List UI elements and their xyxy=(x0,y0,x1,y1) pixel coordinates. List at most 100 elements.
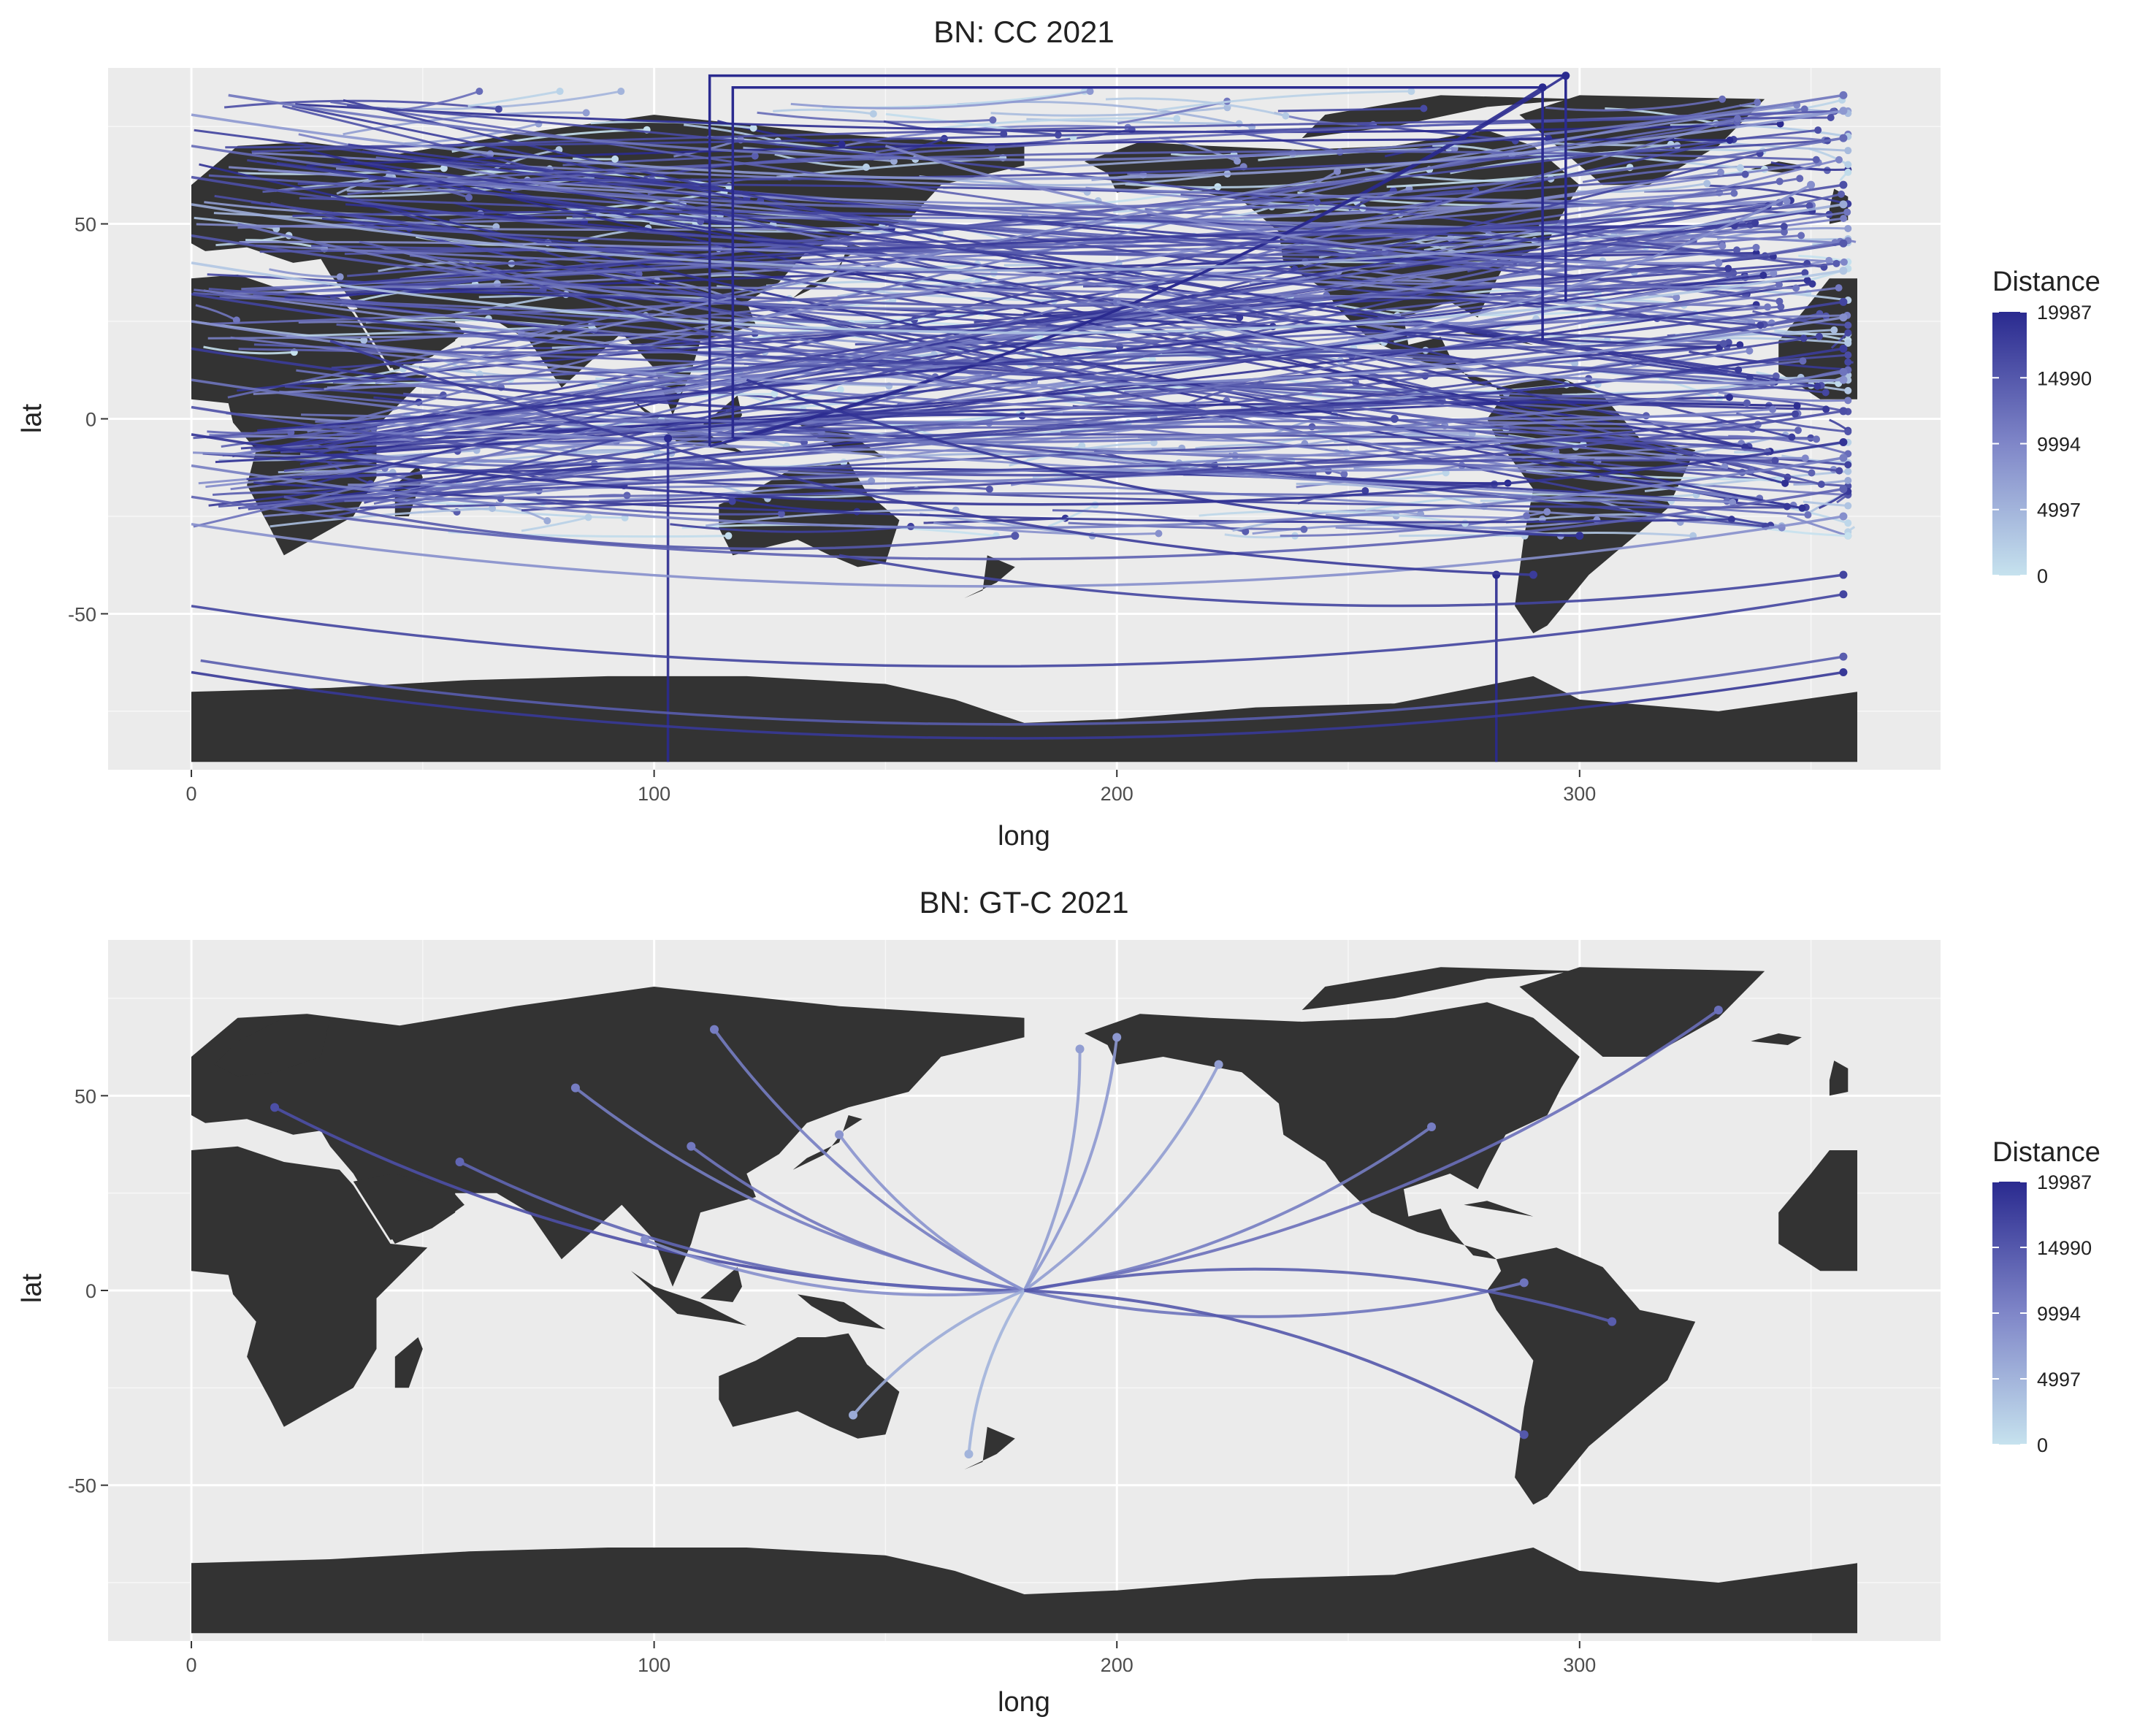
flow-line xyxy=(754,325,1050,340)
gtc-x-axis-title: long xyxy=(998,1687,1050,1718)
flow-line xyxy=(1157,90,1412,112)
gtc-legend: Distance 19987 14990 9994 4997 0 xyxy=(1992,1137,2100,1456)
x-tick-label: 300 xyxy=(1563,1654,1596,1676)
flow-arrowhead xyxy=(360,336,368,344)
flow-arrowhead xyxy=(1814,126,1822,134)
flow-line xyxy=(344,492,1727,502)
flow-arrowhead xyxy=(1801,454,1809,462)
flow-line xyxy=(1786,514,1849,538)
flow-line xyxy=(884,145,1719,265)
flow-arrowhead xyxy=(1839,239,1848,248)
flow-line xyxy=(191,405,1844,477)
land-shape xyxy=(964,555,1015,599)
flow-line xyxy=(191,137,1844,210)
flow-line xyxy=(1034,460,1284,483)
flow-arrowhead xyxy=(1756,321,1765,329)
land-shape xyxy=(191,1146,428,1427)
flow-line xyxy=(1803,500,1849,507)
flow-line xyxy=(684,123,779,142)
flow-line xyxy=(1024,1281,1525,1318)
flow-arrowhead xyxy=(1839,407,1848,416)
flow-arrowhead xyxy=(1839,570,1848,579)
flow-arrowhead xyxy=(1078,442,1086,450)
land-shape xyxy=(394,1337,423,1388)
flow-line xyxy=(1296,464,1462,489)
cc-x-axis: 0 100 200 300 xyxy=(186,770,1596,805)
flow-arrowhead xyxy=(1726,136,1734,144)
flow-line xyxy=(191,370,1844,444)
flow-arrowhead xyxy=(1754,99,1762,107)
flow-arrowhead xyxy=(1361,487,1369,495)
flow-arrowhead xyxy=(1771,456,1779,464)
flow-line xyxy=(283,495,1015,551)
flow-line xyxy=(191,292,1844,366)
cc-y-axis-title: lat xyxy=(17,403,47,433)
flow-arrowhead xyxy=(1839,454,1848,462)
legend-break-label: 9994 xyxy=(2037,1303,2081,1325)
flow-arrowhead xyxy=(1783,502,1791,510)
flow-arrowhead xyxy=(336,273,344,281)
flow-arrowhead xyxy=(1234,157,1242,165)
flow-line xyxy=(1280,514,1527,538)
flow-arrowhead xyxy=(1844,428,1852,436)
flow-arrowhead xyxy=(1519,1278,1529,1288)
flow-line xyxy=(253,343,1747,405)
flow-line xyxy=(226,412,1733,504)
flow-arrowhead xyxy=(985,485,993,493)
flow-arrowhead xyxy=(1719,242,1727,250)
flow-arrowhead xyxy=(751,152,759,160)
flow-arrowhead xyxy=(1825,256,1833,264)
flow-line xyxy=(191,670,1844,740)
flow-arrowhead xyxy=(1844,358,1852,366)
flow-line xyxy=(375,104,1797,385)
flow-arrowhead xyxy=(1724,264,1732,272)
flow-line xyxy=(990,106,1228,117)
flow-line xyxy=(1047,503,1096,528)
flow-line xyxy=(1296,432,1472,448)
flow-line xyxy=(1296,482,1485,508)
legend-break-label: 14990 xyxy=(2037,367,2092,389)
flow-arrowhead xyxy=(1719,95,1727,103)
flow-line xyxy=(191,515,1844,588)
flow-line xyxy=(708,74,1567,446)
flow-arrowhead xyxy=(1812,156,1820,164)
flow-line xyxy=(247,158,1761,326)
flow-arrowhead xyxy=(1827,114,1835,122)
flow-arrowhead xyxy=(1835,467,1843,475)
gtc-flow-lines xyxy=(270,1006,1723,1458)
gtc-x-axis: 0 100 200 300 xyxy=(186,1641,1596,1676)
flow-arrowhead xyxy=(1844,351,1852,359)
land-shape xyxy=(1519,967,1765,1057)
flow-arrowhead xyxy=(1840,215,1848,223)
flow-arrowhead xyxy=(1736,164,1744,172)
flow-arrowhead xyxy=(584,513,592,521)
flow-arrowhead xyxy=(640,1235,649,1244)
gtc-legend-title: Distance xyxy=(1992,1137,2100,1168)
y-tick-label: 0 xyxy=(85,1280,96,1302)
flow-line xyxy=(732,86,1544,440)
flow-arrowhead xyxy=(725,532,733,540)
flow-line xyxy=(1770,161,1849,171)
flow-line xyxy=(262,150,1816,194)
flow-line xyxy=(257,274,1764,432)
flow-arrowhead xyxy=(1807,180,1816,189)
flow-arrowhead xyxy=(570,1083,580,1093)
flow-line xyxy=(1781,454,1849,464)
flow-line xyxy=(203,345,294,355)
flow-line xyxy=(291,104,1792,439)
flow-line xyxy=(191,109,1844,180)
flow-line xyxy=(329,340,1534,576)
flow-arrowhead xyxy=(1775,297,1784,305)
land-shape xyxy=(1084,1002,1580,1260)
flow-arrowhead xyxy=(838,140,846,148)
flow-line xyxy=(1625,337,1849,345)
flow-arrowhead xyxy=(1838,190,1846,198)
flow-line xyxy=(562,155,755,167)
y-tick-label: 50 xyxy=(74,1085,96,1107)
flow-line xyxy=(191,175,1844,249)
flow-line xyxy=(278,408,1773,442)
flow-arrowhead xyxy=(777,510,785,518)
y-tick-label: 0 xyxy=(85,409,96,431)
flow-line xyxy=(1024,1009,1720,1292)
flow-line xyxy=(1545,98,1723,112)
